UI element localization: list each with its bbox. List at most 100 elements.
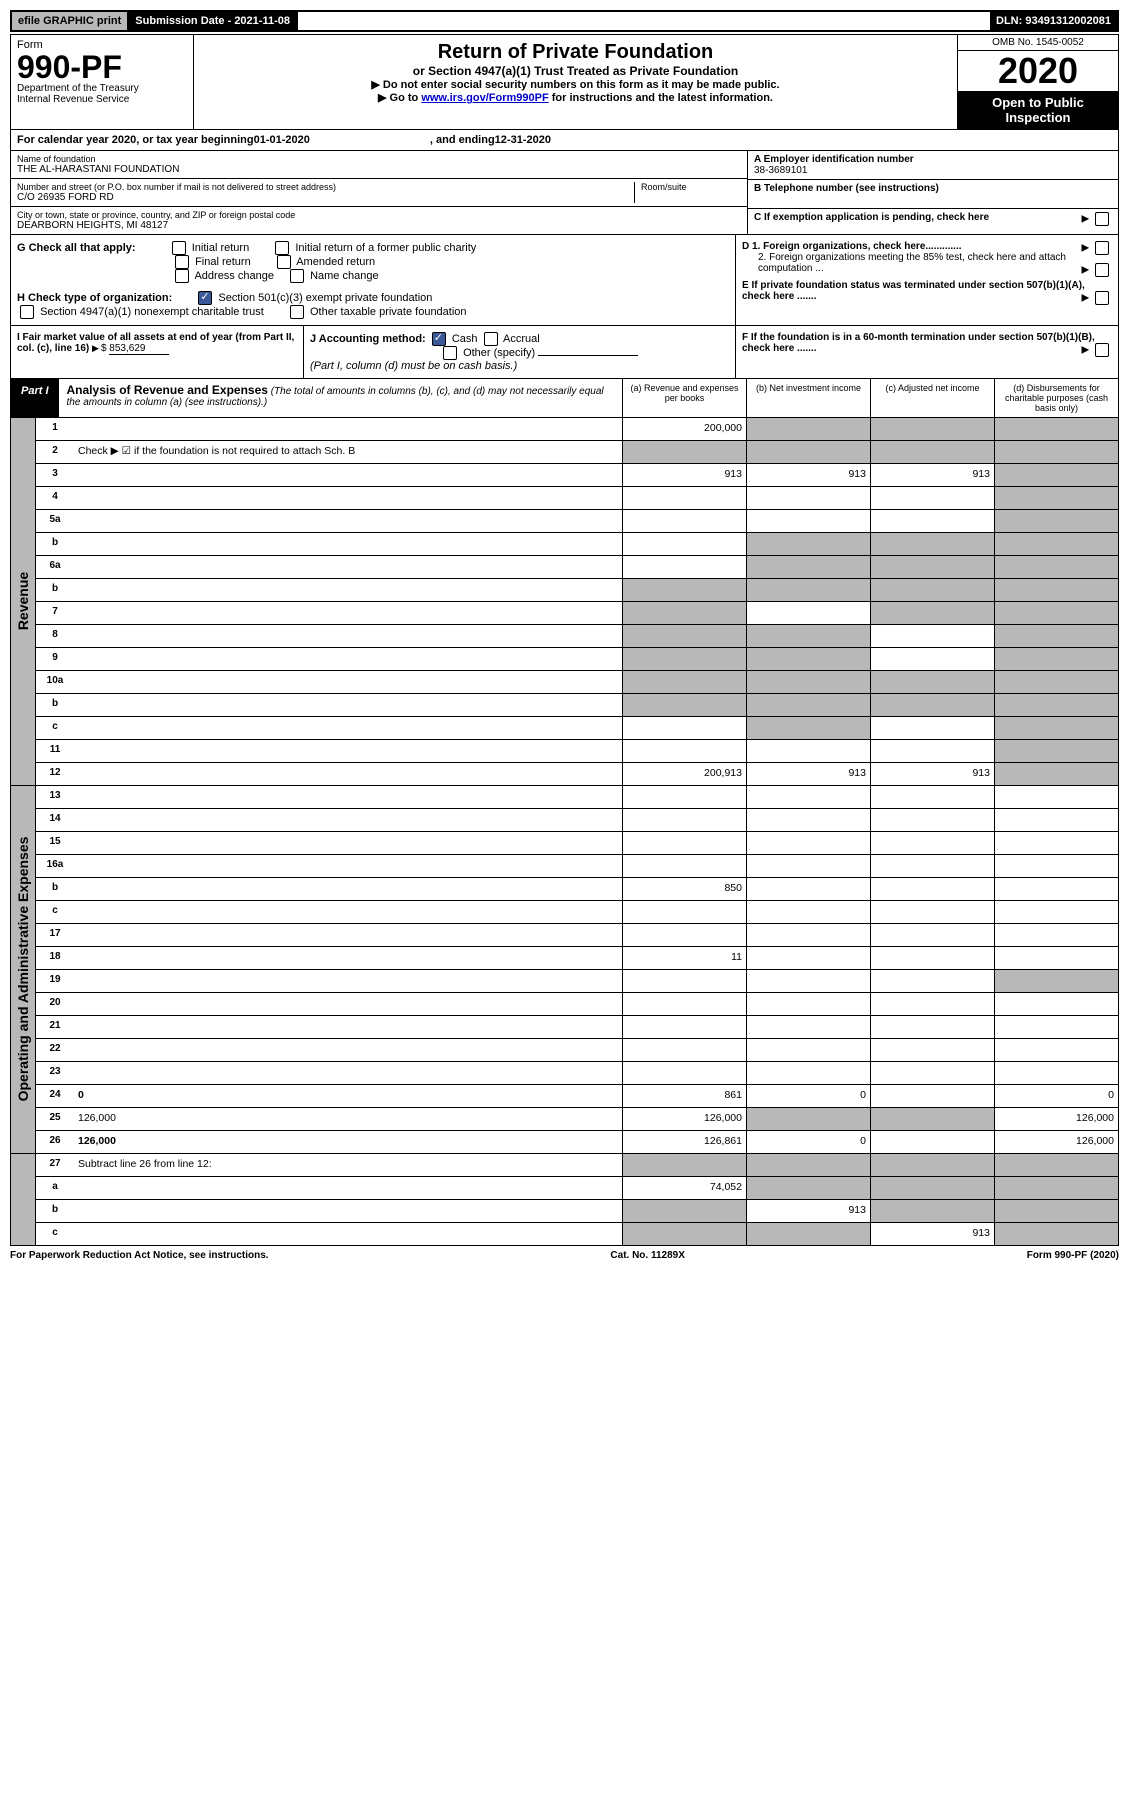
omb-number: OMB No. 1545-0052 — [958, 35, 1118, 51]
value-cell — [870, 809, 994, 831]
value-cell — [746, 1016, 870, 1038]
value-cell — [994, 1177, 1118, 1199]
form-subtitle: or Section 4947(a)(1) Trust Treated as P… — [200, 64, 951, 78]
line-description — [74, 1200, 622, 1222]
part1-title: Analysis of Revenue and Expenses — [67, 383, 268, 397]
value-cell — [994, 1062, 1118, 1084]
value-cell — [746, 487, 870, 509]
value-cell — [622, 1154, 746, 1176]
line-number: 2 — [36, 441, 74, 463]
value-cell — [870, 832, 994, 854]
table-row: 13 — [36, 786, 1118, 809]
c-checkbox[interactable] — [1095, 212, 1109, 226]
line-number: 10a — [36, 671, 74, 693]
4947-checkbox[interactable] — [20, 305, 34, 319]
value-cell — [870, 947, 994, 969]
line-description — [74, 671, 622, 693]
value-cell — [994, 970, 1118, 992]
h-label: H Check type of organization: — [17, 292, 172, 304]
value-cell — [870, 924, 994, 946]
value-cell — [746, 717, 870, 739]
value-cell — [994, 993, 1118, 1015]
value-cell — [994, 441, 1118, 463]
line-number: 16a — [36, 855, 74, 877]
line-description — [74, 970, 622, 992]
table-row: 21 — [36, 1016, 1118, 1039]
value-cell — [870, 1154, 994, 1176]
line-number: 15 — [36, 832, 74, 854]
value-cell — [622, 510, 746, 532]
line-number: 19 — [36, 970, 74, 992]
value-cell: 913 — [870, 464, 994, 486]
efile-button[interactable]: efile GRAPHIC print — [12, 12, 129, 30]
value-cell — [746, 556, 870, 578]
value-cell — [622, 533, 746, 555]
table-row: 11 — [36, 740, 1118, 763]
value-cell — [870, 1016, 994, 1038]
col-c-header: (c) Adjusted net income — [870, 379, 994, 417]
d1-checkbox[interactable] — [1095, 241, 1109, 255]
value-cell — [746, 832, 870, 854]
table-row: b913 — [36, 1200, 1118, 1223]
initial-return-checkbox[interactable] — [172, 241, 186, 255]
table-row: 25126,000126,000126,000 — [36, 1108, 1118, 1131]
expenses-side-label: Operating and Administrative Expenses — [11, 786, 36, 1153]
line-number: 9 — [36, 648, 74, 670]
ein-value: 38-3689101 — [754, 165, 1112, 176]
value-cell — [622, 441, 746, 463]
value-cell — [870, 1200, 994, 1222]
line-description: 0 — [74, 1085, 622, 1107]
value-cell — [746, 786, 870, 808]
calendar-year-row: For calendar year 2020, or tax year begi… — [10, 130, 1119, 151]
value-cell: 126,000 — [994, 1131, 1118, 1153]
value-cell — [870, 441, 994, 463]
address-change-checkbox[interactable] — [175, 269, 189, 283]
value-cell — [994, 648, 1118, 670]
value-cell: 0 — [746, 1131, 870, 1153]
value-cell — [994, 855, 1118, 877]
amended-return-checkbox[interactable] — [277, 255, 291, 269]
value-cell — [994, 740, 1118, 762]
d2-checkbox[interactable] — [1095, 263, 1109, 277]
value-cell — [622, 855, 746, 877]
line-number: 7 — [36, 602, 74, 624]
other-taxable-checkbox[interactable] — [290, 305, 304, 319]
line-number: b — [36, 1200, 74, 1222]
value-cell — [994, 786, 1118, 808]
line-number: b — [36, 579, 74, 601]
line-description: Subtract line 26 from line 12: — [74, 1154, 622, 1176]
value-cell — [746, 740, 870, 762]
g-label: G Check all that apply: — [17, 242, 136, 254]
line-description — [74, 740, 622, 762]
line-description: Check ▶ ☑ if the foundation is not requi… — [74, 441, 622, 463]
value-cell — [746, 1062, 870, 1084]
501c3-checkbox[interactable] — [198, 291, 212, 305]
line-number: 25 — [36, 1108, 74, 1130]
form-title: Return of Private Foundation — [200, 41, 951, 64]
value-cell — [622, 1200, 746, 1222]
f-checkbox[interactable] — [1095, 343, 1109, 357]
irs-link[interactable]: www.irs.gov/Form990PF — [421, 92, 548, 104]
e-checkbox[interactable] — [1095, 291, 1109, 305]
value-cell — [746, 1039, 870, 1061]
form-number: 990-PF — [17, 51, 187, 83]
value-cell — [870, 533, 994, 555]
part1-label: Part I — [11, 379, 59, 417]
initial-former-checkbox[interactable] — [275, 241, 289, 255]
final-return-checkbox[interactable] — [175, 255, 189, 269]
value-cell — [622, 1223, 746, 1245]
line-description — [74, 855, 622, 877]
value-cell: 126,861 — [622, 1131, 746, 1153]
accrual-checkbox[interactable] — [484, 332, 498, 346]
value-cell — [870, 579, 994, 601]
line-number: c — [36, 717, 74, 739]
cash-checkbox[interactable] — [432, 332, 446, 346]
value-cell — [870, 487, 994, 509]
table-row: 27Subtract line 26 from line 12: — [36, 1154, 1118, 1177]
revenue-side-label: Revenue — [11, 418, 36, 785]
name-change-checkbox[interactable] — [290, 269, 304, 283]
other-method-checkbox[interactable] — [443, 346, 457, 360]
line-number: 26 — [36, 1131, 74, 1153]
value-cell — [870, 556, 994, 578]
value-cell — [746, 694, 870, 716]
